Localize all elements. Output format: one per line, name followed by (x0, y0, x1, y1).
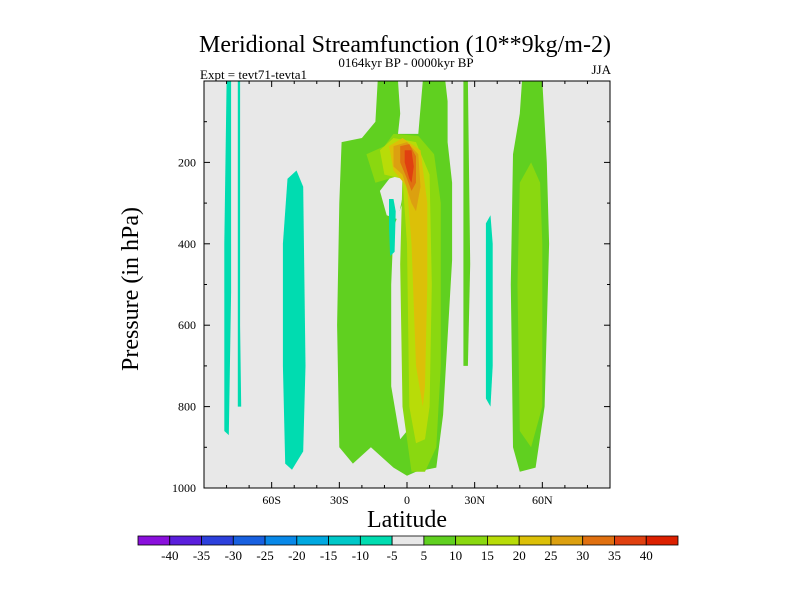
y-tick-label: 1000 (172, 481, 196, 495)
colorbar-label: -20 (288, 548, 305, 563)
colorbar-swatch (137, 535, 171, 546)
contour-region-sh-negative-cell (224, 81, 232, 436)
colorbar-swatch (518, 535, 552, 546)
contour-region-southern-negative-cell (282, 170, 306, 470)
colorbar-label: 5 (421, 548, 428, 563)
contour-region-hadley-20 (389, 138, 428, 407)
y-axis-label: Pressure (in hPa) (118, 207, 144, 371)
colorbar-label: 40 (640, 548, 653, 563)
colorbar-label: 25 (544, 548, 557, 563)
colorbar-swatch (169, 535, 202, 546)
contour-region-negative-blob (389, 199, 396, 256)
contour-region-nh-10 (517, 162, 543, 448)
colorbar (137, 535, 679, 546)
y-tick-label: 400 (178, 237, 196, 251)
colorbar-labels: -40 -35 -30 -25 -20 -15 -10 -5 5 10 15 20 25 30 35 40 (161, 548, 653, 563)
colorbar-swatch (391, 535, 425, 546)
contour-region-sh-negative-strip (237, 81, 242, 407)
y-tick-label: 200 (178, 155, 196, 169)
contour-region-nh-positive-strip (463, 81, 471, 366)
colorbar-swatch (550, 535, 584, 546)
colorbar-label: -35 (193, 548, 210, 563)
colorbar-label: -10 (352, 548, 369, 563)
x-tick-label: 60S (262, 493, 281, 507)
colorbar-label: 10 (449, 548, 462, 563)
x-tick-label: 0 (404, 493, 410, 507)
colorbar-swatch (359, 535, 393, 546)
period-label: 0164kyr BP - 0000kyr BP (338, 55, 473, 70)
colorbar-swatch (614, 535, 647, 546)
x-tick-label: 30N (464, 493, 485, 507)
colorbar-label: -40 (161, 548, 178, 563)
colorbar-label: 15 (481, 548, 494, 563)
colorbar-swatch (328, 535, 361, 546)
season-label: JJA (591, 62, 611, 77)
colorbar-swatch (296, 535, 329, 546)
colorbar-label: 35 (608, 548, 621, 563)
x-tick-label: 30S (330, 493, 349, 507)
colorbar-label: -30 (225, 548, 242, 563)
colorbar-swatch (487, 535, 520, 546)
y-tick-label: 800 (178, 400, 196, 414)
x-tick-label: 60N (532, 493, 553, 507)
colorbar-swatch (455, 535, 488, 546)
x-axis: 60S 30S 0 30N 60N (226, 81, 588, 507)
contour-region-hole-upper (379, 170, 407, 220)
contour-regions (224, 81, 550, 476)
y-tick-label: 600 (178, 318, 196, 332)
chart-title: Meridional Streamfunction (10**9kg/m-2) (199, 32, 611, 58)
colorbar-swatch (645, 535, 679, 546)
contour-region-negative-strip-east (485, 215, 493, 407)
colorbar-label: -15 (320, 548, 337, 563)
colorbar-label: -5 (387, 548, 398, 563)
colorbar-label: 30 (576, 548, 589, 563)
x-axis-label: Latitude (367, 507, 447, 533)
colorbar-label: -25 (256, 548, 273, 563)
y-axis: 200 400 600 800 1000 (172, 121, 610, 495)
colorbar-label: 20 (513, 548, 526, 563)
experiment-label: Expt = tevt71-tevta1 (200, 67, 307, 82)
contour-region-hadley-35 (404, 150, 414, 183)
colorbar-swatch (423, 535, 457, 546)
colorbar-swatch (201, 535, 234, 546)
colorbar-swatch (582, 535, 615, 546)
colorbar-swatch (232, 535, 266, 546)
colorbar-swatch (264, 535, 298, 546)
